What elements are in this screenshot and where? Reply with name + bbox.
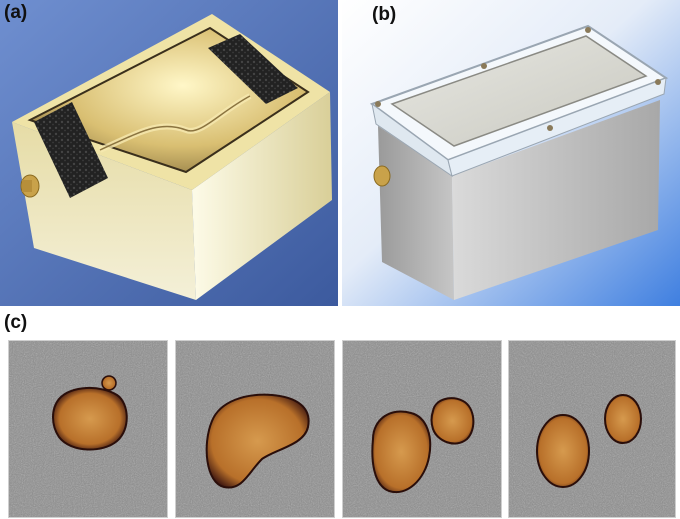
ultrasound-frame-4 xyxy=(508,340,676,518)
photo-b: (b) xyxy=(342,0,680,306)
panel-label-c: (c) xyxy=(4,312,28,333)
panel-label-a: (a) xyxy=(4,2,28,23)
ultrasound-frame-1 xyxy=(8,340,168,518)
ultrasound-frame-2 xyxy=(175,340,335,518)
phantom-box-closed-illustration xyxy=(342,0,680,306)
phantom-box-open-illustration xyxy=(0,0,338,306)
photo-a: (a) xyxy=(0,0,338,306)
ultrasound-frame-3 xyxy=(342,340,502,518)
panel-label-b: (b) xyxy=(372,4,397,25)
